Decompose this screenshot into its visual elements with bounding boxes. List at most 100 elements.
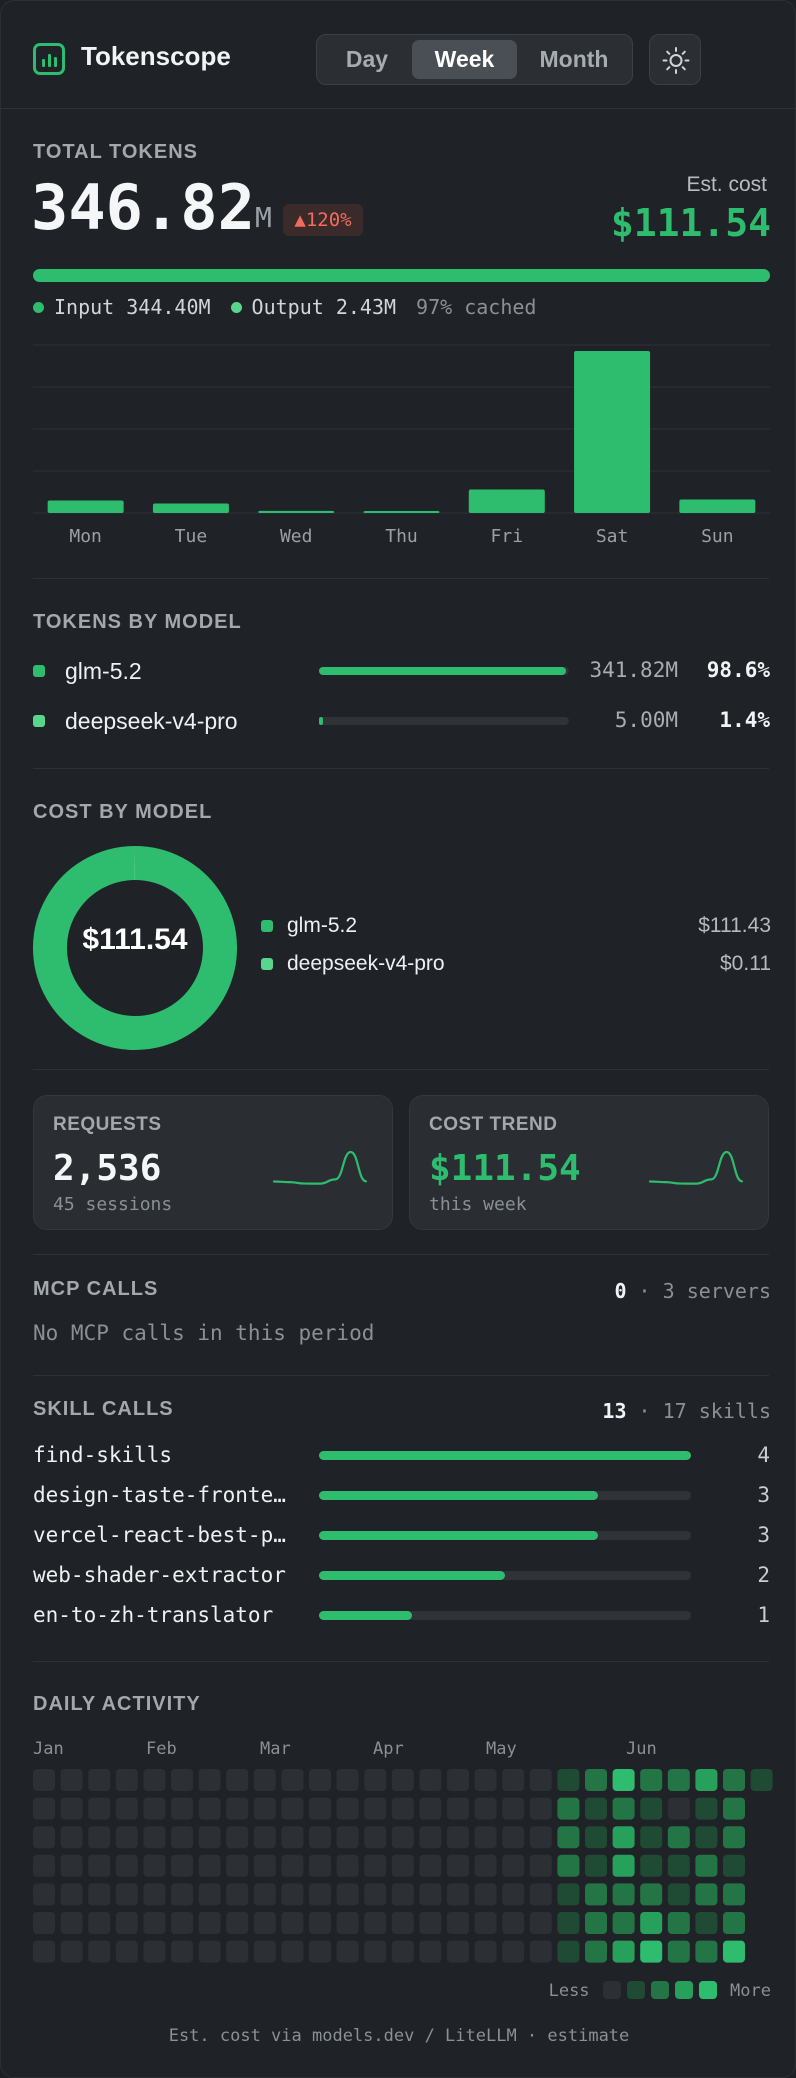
heatmap-cell (612, 1797, 635, 1820)
heatmap-cell (391, 1883, 414, 1906)
skill-calls-label: SKILL CALLS (33, 1398, 174, 1420)
heatmap-cell (612, 1854, 635, 1877)
legend-swatch (626, 1981, 645, 1999)
model-color-swatch (33, 715, 45, 727)
heatmap-cell (502, 1797, 525, 1820)
skill-call-count: 4 (757, 1443, 770, 1467)
heatmap-cell (640, 1826, 663, 1849)
heatmap-cell (585, 1854, 607, 1877)
heatmap-cell (502, 1940, 525, 1963)
heatmap-cell (60, 1769, 83, 1791)
heatmap-cell (226, 1797, 249, 1820)
heatmap-cell (612, 1912, 635, 1934)
model-color-swatch (261, 958, 273, 970)
heatmap-cell (585, 1912, 607, 1934)
heatmap-cell (750, 1769, 773, 1791)
mcp-servers: · 3 servers (638, 1279, 771, 1303)
x-tick-label: Tue (175, 526, 208, 547)
month-label: Jun (626, 1739, 657, 1759)
heatmap-cell (419, 1769, 442, 1791)
heatmap-cell (391, 1769, 414, 1791)
cost-trend-sparkline (648, 1150, 744, 1185)
divider (33, 768, 769, 769)
requests-label: REQUESTS (53, 1114, 162, 1135)
heatmap-cell (447, 1769, 469, 1791)
heatmap-cell (88, 1826, 111, 1849)
heatmap-cell (309, 1883, 331, 1906)
skill-total: · 17 skills (638, 1399, 771, 1423)
heatmap-cell (226, 1854, 249, 1877)
output-label: Output 2.43M (251, 295, 397, 319)
heatmap-cell (557, 1769, 580, 1791)
cost-row-deepseek: deepseek-v4-pro $0.11 (261, 950, 771, 978)
skill-row: design-taste-fronte… 3 (33, 1481, 770, 1509)
tab-week[interactable]: Week (412, 40, 517, 79)
input-dot (33, 302, 44, 313)
heatmap-cell (585, 1883, 607, 1906)
heatmap-cell (60, 1826, 83, 1849)
heatmap-cell (281, 1854, 304, 1877)
heatmap-cell (253, 1826, 276, 1849)
heatmap-cell (88, 1797, 111, 1820)
heatmap-cell (640, 1883, 663, 1906)
model-row-deepseek: deepseek-v4-pro 5.00M 1.4% (33, 706, 770, 736)
heatmap-cell (198, 1940, 221, 1963)
heatmap-cell (419, 1854, 442, 1877)
heatmap-cell (667, 1940, 690, 1963)
heatmap-cell (364, 1854, 387, 1877)
heatmap-cell (309, 1797, 331, 1820)
heatmap-cell (695, 1940, 718, 1963)
heatmap-cell (502, 1854, 525, 1877)
heatmap-cell (253, 1940, 276, 1963)
bar-fri (468, 489, 545, 513)
total-tokens-unit: M (255, 201, 272, 234)
heatmap-legend: Less More (549, 1981, 771, 2003)
heatmap-cell (502, 1769, 525, 1791)
total-tokens-value: 346.82 (31, 171, 255, 244)
cached-label: 97% cached (416, 295, 537, 319)
heatmap-cell (364, 1769, 387, 1791)
tab-month[interactable]: Month (539, 46, 609, 72)
legend-more: More (730, 1981, 771, 2001)
sparkline-path (648, 1150, 744, 1185)
heatmap-cell (419, 1797, 442, 1820)
heatmap-cell (391, 1854, 414, 1877)
legend-swatch (602, 1981, 621, 1999)
heatmap-cell (723, 1854, 745, 1877)
heatmap-cell (60, 1940, 83, 1963)
est-cost-label: Est. cost (686, 173, 767, 196)
heatmap-cell (364, 1826, 387, 1849)
heatmap-cell (391, 1797, 414, 1820)
heatmap-cell (281, 1769, 304, 1791)
heatmap-cell (171, 1797, 193, 1820)
heatmap-cell (171, 1912, 193, 1934)
heatmap-cell (695, 1797, 718, 1820)
heatmap-cell (171, 1769, 193, 1791)
heatmap-cell (474, 1883, 497, 1906)
theme-toggle-button[interactable] (649, 34, 701, 85)
heatmap-cell (723, 1883, 745, 1906)
heatmap-cell (60, 1797, 83, 1820)
model-share-bar (319, 717, 569, 725)
skill-call-count: 3 (757, 1483, 770, 1507)
heatmap-cell (364, 1797, 387, 1820)
skill-bar-fill (319, 1571, 505, 1580)
heatmap-cell (309, 1769, 331, 1791)
cost-row-glm: glm-5.2 $111.43 (261, 912, 771, 940)
heatmap-cell (198, 1797, 221, 1820)
month-label: Mar (260, 1739, 291, 1759)
model-percent: 1.4% (719, 708, 770, 732)
mcp-empty-message: No MCP calls in this period (33, 1321, 375, 1345)
donut-total: $111.54 (82, 923, 188, 956)
heatmap-cell (695, 1883, 718, 1906)
heatmap-cell (640, 1854, 663, 1877)
heatmap-cell (529, 1912, 552, 1934)
model-share-bar (319, 667, 569, 675)
activity-heatmap (33, 1769, 773, 1963)
tab-day[interactable]: Day (345, 46, 389, 72)
weekly-bar-chart: Mon Tue Wed Thu Fri Sat Sun (33, 344, 770, 547)
heatmap-cell (529, 1769, 552, 1791)
heatmap-cell (226, 1940, 249, 1963)
month-label: May (486, 1739, 517, 1759)
tokens-by-model-label: TOKENS BY MODEL (33, 611, 242, 633)
